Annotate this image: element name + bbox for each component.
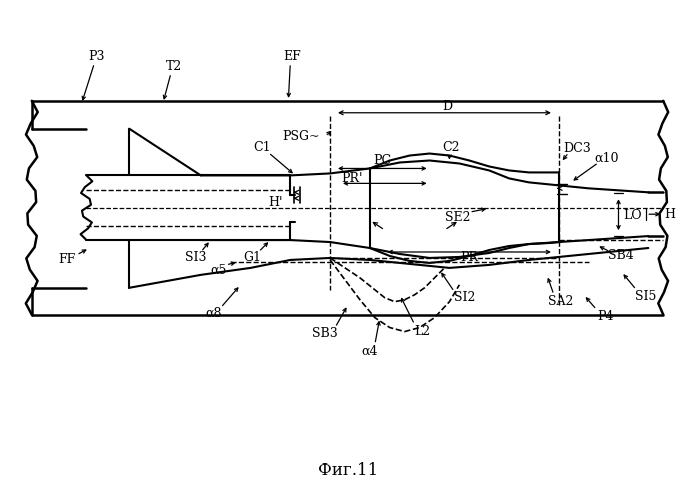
Text: C1: C1 xyxy=(254,141,271,154)
Text: SA2: SA2 xyxy=(548,295,574,308)
Text: SE2: SE2 xyxy=(445,210,470,224)
Text: α5: α5 xyxy=(210,264,227,276)
Text: P3: P3 xyxy=(88,50,105,62)
Text: SB3: SB3 xyxy=(312,327,338,340)
Text: PC: PC xyxy=(374,154,392,167)
Text: PR': PR' xyxy=(342,172,362,185)
Text: SI5: SI5 xyxy=(635,290,656,303)
Text: C2: C2 xyxy=(443,141,460,154)
Text: SI2: SI2 xyxy=(454,291,475,304)
Text: LO: LO xyxy=(623,208,642,222)
Text: α4: α4 xyxy=(362,345,378,358)
Text: FF: FF xyxy=(58,254,75,266)
Text: α8: α8 xyxy=(206,307,222,320)
Text: EF: EF xyxy=(284,50,301,62)
Text: SB4: SB4 xyxy=(608,250,634,262)
Text: SI3: SI3 xyxy=(185,252,206,264)
Text: D: D xyxy=(443,100,452,114)
Text: P4: P4 xyxy=(597,310,614,323)
Text: α10: α10 xyxy=(595,152,619,165)
Text: Фиг.11: Фиг.11 xyxy=(318,462,378,479)
Text: PSG~: PSG~ xyxy=(283,130,320,143)
Text: H: H xyxy=(665,208,675,220)
Text: G1: G1 xyxy=(243,252,261,264)
Text: PR: PR xyxy=(460,252,478,264)
Text: H': H' xyxy=(268,196,283,209)
Text: DC3: DC3 xyxy=(563,142,590,155)
Text: L2: L2 xyxy=(415,325,431,338)
Text: T2: T2 xyxy=(166,60,182,72)
